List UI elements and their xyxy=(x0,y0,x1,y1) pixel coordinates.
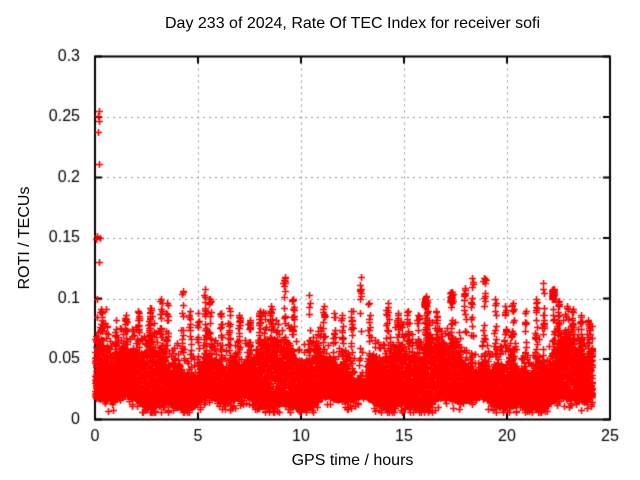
x-axis-label: GPS time / hours xyxy=(291,452,414,469)
chart-title: Day 233 of 2024, Rate Of TEC Index for r… xyxy=(165,15,540,32)
y-axis-label: ROTI / TECUs xyxy=(16,186,33,290)
